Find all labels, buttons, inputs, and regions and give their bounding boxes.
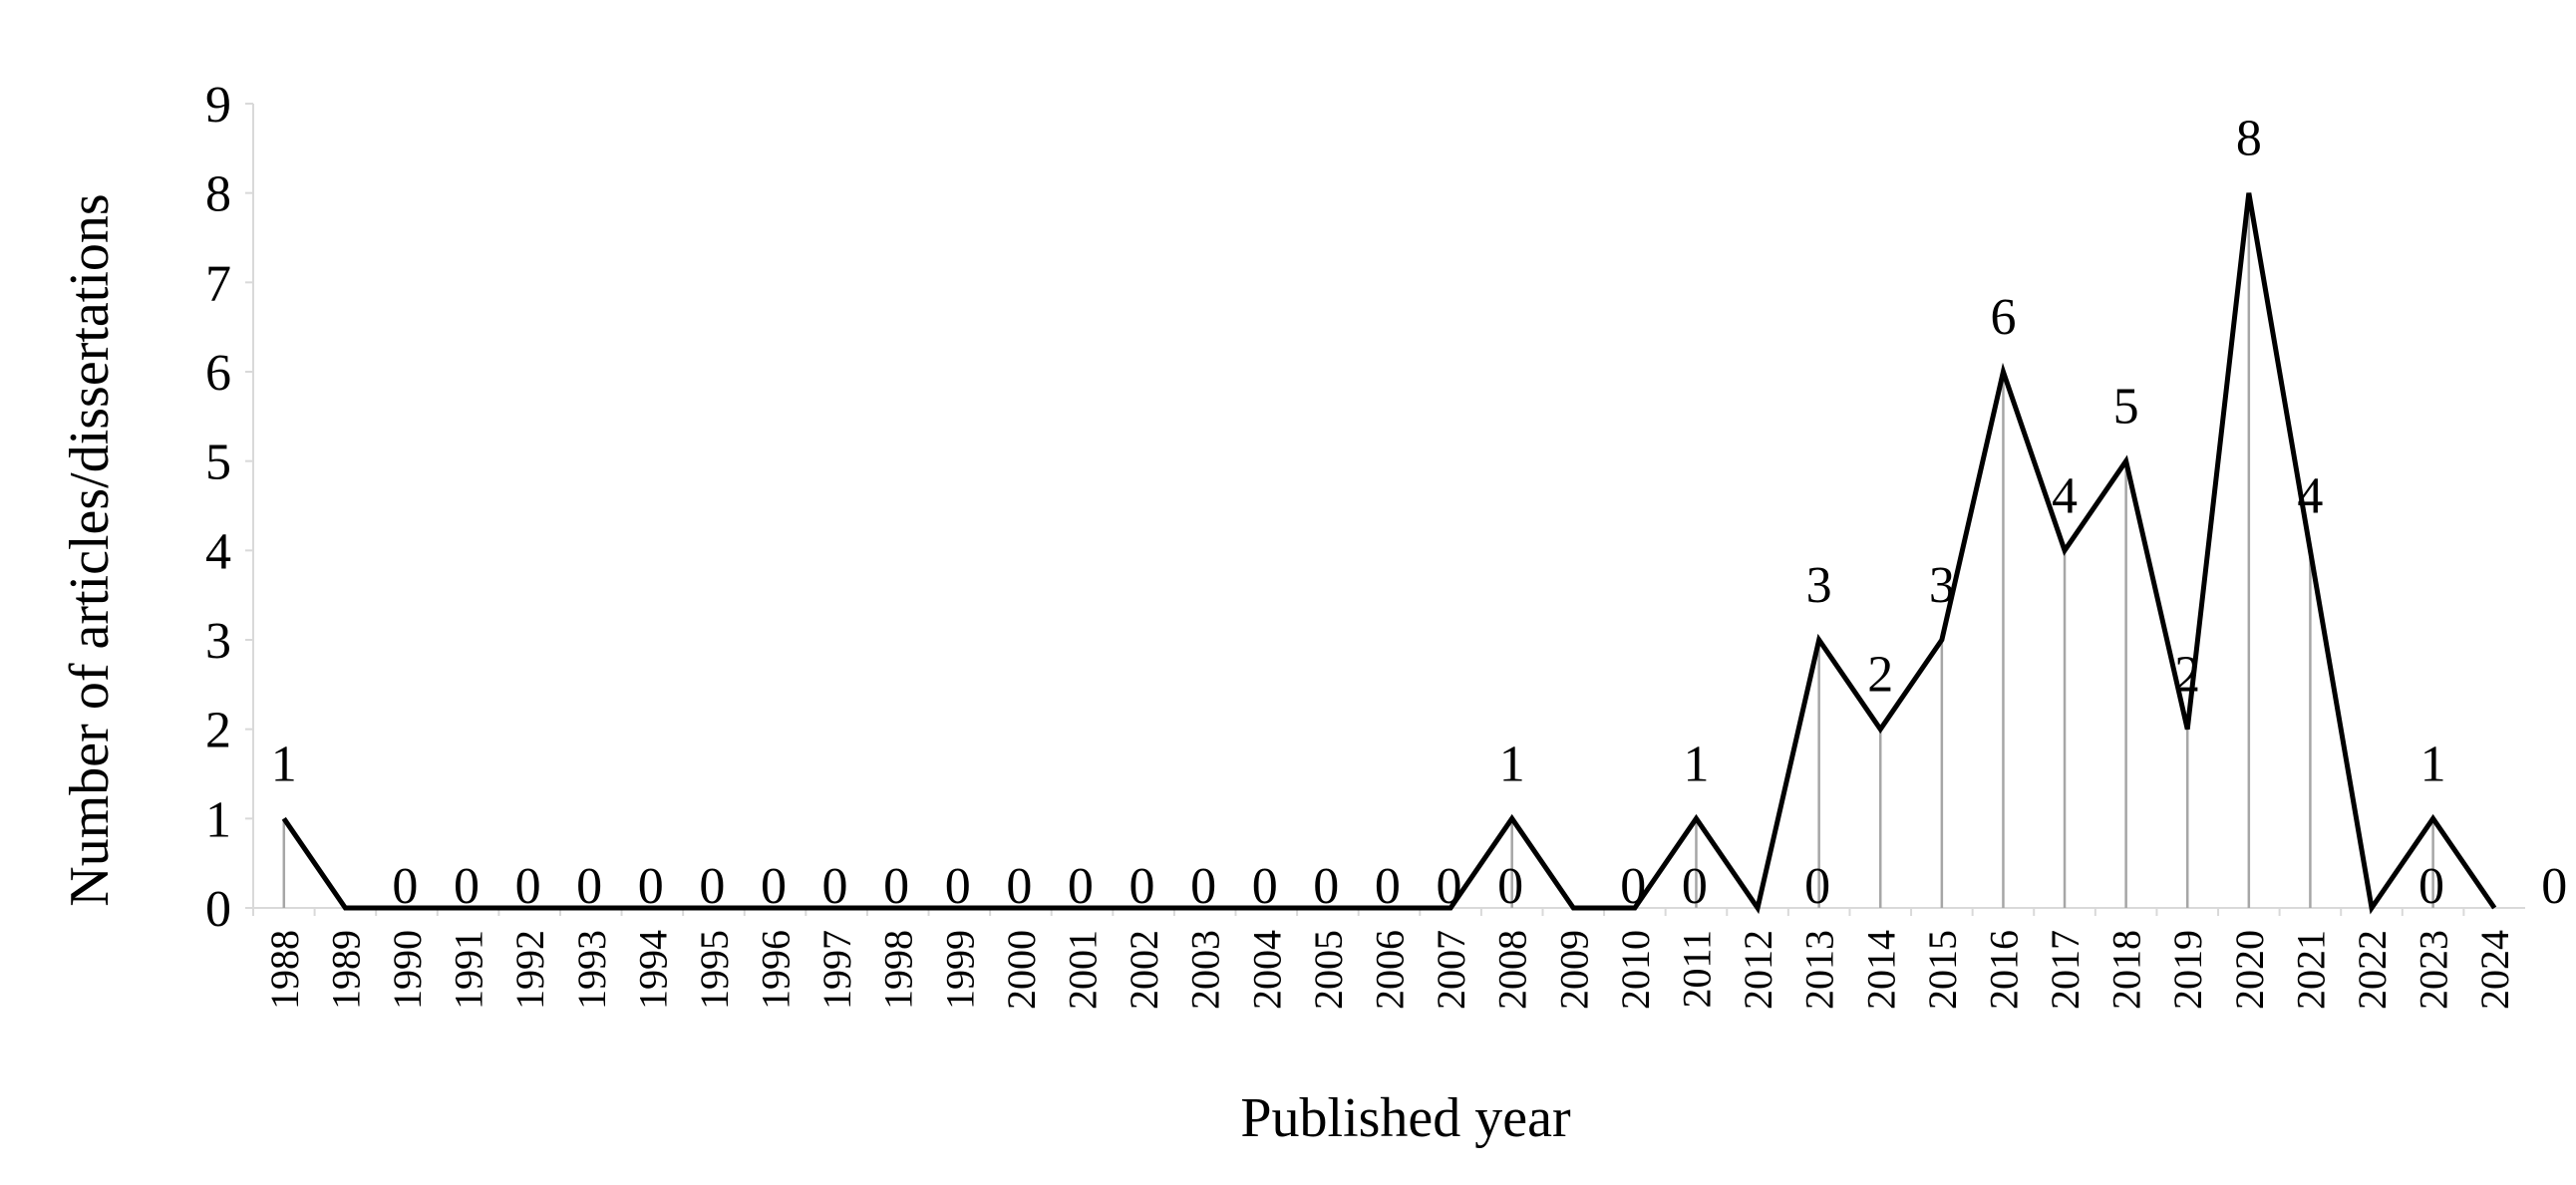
x-tick-label: 2021 bbox=[2288, 930, 2333, 1010]
data-label: 0 bbox=[1129, 858, 1155, 915]
data-label: 0 bbox=[1437, 858, 1462, 915]
y-tick-label: 8 bbox=[205, 166, 231, 223]
x-tick-label: 2006 bbox=[1368, 930, 1413, 1010]
data-label: 0 bbox=[761, 858, 787, 915]
data-label: 0 bbox=[1190, 858, 1216, 915]
x-axis-title: Published year bbox=[1240, 1087, 1571, 1149]
x-tick-label: 2007 bbox=[1429, 930, 1473, 1010]
x-tick-label: 1997 bbox=[814, 930, 859, 1010]
data-label: 1 bbox=[2420, 736, 2446, 792]
x-tick-label: 1999 bbox=[937, 930, 982, 1010]
data-label: 0 bbox=[945, 858, 971, 915]
data-label: 0 bbox=[1375, 858, 1401, 915]
x-tick-label: 2013 bbox=[1797, 930, 1842, 1010]
x-tick-label: 1992 bbox=[507, 930, 552, 1010]
x-tick-label: 2011 bbox=[1674, 930, 1719, 1009]
data-label: 0 bbox=[515, 858, 541, 915]
y-axis-title: Number of articles/dissertations bbox=[59, 193, 121, 906]
x-tick-label: 1993 bbox=[569, 930, 614, 1010]
x-tick-label: 2004 bbox=[1244, 930, 1289, 1010]
y-tick-label: 3 bbox=[205, 613, 231, 670]
x-tick-label: 2015 bbox=[1920, 930, 1965, 1010]
x-tick-label: 1995 bbox=[692, 930, 737, 1010]
x-tick-label: 2003 bbox=[1183, 930, 1228, 1010]
data-label: 6 bbox=[1990, 289, 2016, 346]
x-tick-label: 2010 bbox=[1613, 930, 1658, 1010]
y-tick-label: 4 bbox=[205, 523, 231, 580]
y-tick-label: 7 bbox=[205, 255, 231, 312]
x-tick-label: 2012 bbox=[1736, 930, 1780, 1010]
y-tick-label: 0 bbox=[205, 881, 231, 938]
data-label: 4 bbox=[2297, 467, 2323, 524]
data-label: 0 bbox=[883, 858, 909, 915]
data-label: 3 bbox=[1929, 557, 1955, 614]
data-label: 0 bbox=[2541, 858, 2567, 915]
data-label: 3 bbox=[1806, 557, 1832, 614]
data-label: 0 bbox=[822, 858, 848, 915]
x-tick-label: 2000 bbox=[999, 930, 1044, 1010]
data-label: 0 bbox=[1620, 858, 1646, 915]
x-tick-label: 2023 bbox=[2412, 930, 2456, 1010]
data-label: 0 bbox=[1804, 858, 1830, 915]
x-tick-label: 2016 bbox=[1981, 930, 2026, 1010]
data-label: 1 bbox=[1683, 736, 1709, 792]
data-label: 8 bbox=[2236, 111, 2262, 167]
x-tick-label: 2014 bbox=[1858, 930, 1903, 1010]
data-label: 0 bbox=[1006, 858, 1032, 915]
data-label: 0 bbox=[1497, 858, 1523, 915]
x-tick-label: 1988 bbox=[262, 930, 307, 1010]
data-label: 0 bbox=[392, 858, 418, 915]
data-label: 1 bbox=[1499, 736, 1525, 792]
data-line bbox=[281, 192, 2497, 915]
data-label: 0 bbox=[454, 858, 480, 915]
data-label: 0 bbox=[1682, 858, 1708, 915]
x-tick-label: 2017 bbox=[2043, 930, 2088, 1010]
x-tick-label: 2019 bbox=[2165, 930, 2210, 1010]
data-label: 0 bbox=[2418, 858, 2444, 915]
data-label: 2 bbox=[1867, 647, 1893, 704]
x-tick-label: 1991 bbox=[447, 930, 491, 1010]
x-tick-label: 1996 bbox=[754, 930, 799, 1010]
x-tick-label: 2018 bbox=[2104, 930, 2149, 1010]
data-label: 0 bbox=[1252, 858, 1278, 915]
x-tick-label: 2022 bbox=[2350, 930, 2395, 1010]
y-tick-label: 9 bbox=[205, 77, 231, 134]
x-tick-label: 1990 bbox=[385, 930, 430, 1010]
data-label: 4 bbox=[2052, 467, 2078, 524]
data-label: 2 bbox=[2174, 647, 2200, 704]
x-tick-label: 1989 bbox=[323, 930, 368, 1010]
x-tick-label: 2020 bbox=[2227, 930, 2272, 1010]
data-label: 0 bbox=[576, 858, 602, 915]
x-tick-label: 1994 bbox=[630, 930, 675, 1010]
x-tick-label: 2005 bbox=[1306, 930, 1351, 1010]
data-label: 0 bbox=[1068, 858, 1094, 915]
x-tick-label: 1998 bbox=[876, 930, 921, 1010]
data-label: 0 bbox=[638, 858, 664, 915]
data-label: 0 bbox=[699, 858, 725, 915]
data-label: 0 bbox=[1313, 858, 1339, 915]
x-tick-label: 2001 bbox=[1061, 930, 1106, 1010]
y-tick-label: 1 bbox=[205, 791, 231, 848]
data-label: 1 bbox=[271, 736, 297, 792]
y-tick-label: 5 bbox=[205, 435, 231, 491]
y-tick-label: 6 bbox=[205, 345, 231, 402]
y-tick-label: 2 bbox=[205, 703, 231, 759]
x-tick-label: 2008 bbox=[1490, 930, 1535, 1010]
data-label: 5 bbox=[2113, 379, 2139, 436]
x-tick-label: 2002 bbox=[1122, 930, 1166, 1010]
x-tick-label: 2024 bbox=[2472, 930, 2517, 1010]
x-tick-label: 2009 bbox=[1551, 930, 1596, 1010]
